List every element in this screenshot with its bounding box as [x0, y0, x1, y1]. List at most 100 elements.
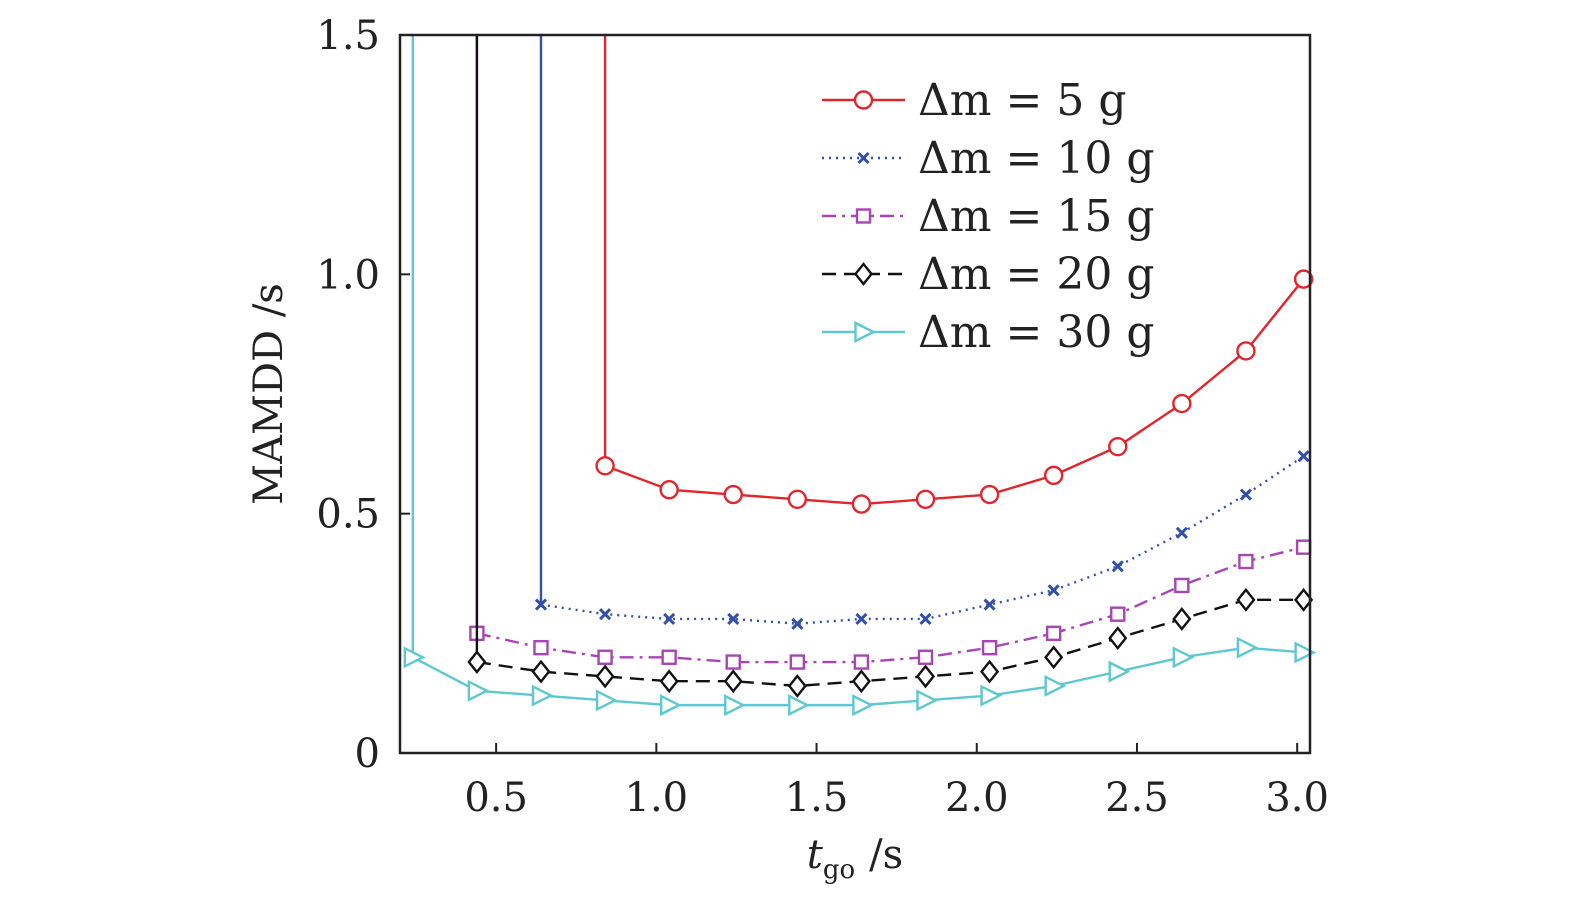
series-5-point [788, 694, 811, 717]
series-3-point [533, 639, 549, 656]
series-4-point [659, 669, 679, 694]
series-1-line [604, 278, 1305, 506]
x-axis-label-main: t [807, 832, 824, 878]
legend-label: Δm = 15 g [918, 191, 1154, 242]
x-tick-label: 3.0 [1265, 775, 1329, 821]
legend-label: Δm = 20 g [918, 249, 1154, 300]
series-5-point [724, 694, 746, 717]
series-4-point [787, 674, 807, 698]
legend-marker [854, 321, 877, 343]
x-tick-label: 1.0 [625, 775, 689, 821]
series-1-point [1236, 341, 1256, 361]
series-1-point [723, 484, 743, 505]
x-tick-label: 0.5 [464, 775, 528, 821]
y-tick-label: 1.0 [316, 252, 380, 298]
y-tick-label: 0.5 [316, 492, 380, 538]
series-5-point [595, 689, 618, 712]
legend-entry-2: Δm = 10 g [822, 133, 1154, 184]
legend-entry-1: Δm = 5 g [822, 75, 1126, 126]
series-1-point [915, 489, 936, 510]
series-3-point [981, 639, 998, 656]
series-2-line [540, 455, 1305, 625]
y-tick-label: 0 [355, 731, 380, 777]
series-1-point [1108, 436, 1128, 457]
legend-entry-3: Δm = 15 g [822, 191, 1154, 242]
series-2-point [1175, 526, 1188, 539]
series-4-point [1044, 645, 1064, 670]
series-2-point [1047, 584, 1060, 597]
series-4-point [1236, 587, 1256, 612]
ticks-layer: 0.5 1.0 1.5 2.0 2.5 3.0 0 0.5 1.0 1.5 [316, 13, 1329, 821]
series-5-point [659, 694, 682, 717]
legend-marker [855, 208, 872, 224]
series-5-point [1236, 636, 1259, 659]
series-4-point [980, 659, 1000, 684]
series-2-point [1297, 450, 1310, 463]
series-4 [467, 35, 1314, 698]
series-5-point [403, 646, 426, 669]
series-5-point [531, 684, 554, 707]
legend-label: Δm = 5 g [918, 75, 1126, 126]
series-1-point [1043, 465, 1064, 486]
series-2-point [855, 612, 868, 626]
series-5-point [916, 689, 939, 712]
series-4-point [723, 669, 743, 694]
series-2 [534, 35, 1310, 630]
series-3-point [597, 649, 613, 665]
x-tick-label: 2.5 [1105, 775, 1169, 821]
series-1-point [851, 494, 872, 514]
series-1-point [979, 484, 1000, 505]
series-5-point [1172, 646, 1195, 669]
x-tick-label: 2.0 [945, 775, 1009, 821]
y-tick-label: 1.5 [316, 13, 380, 59]
series-3-point [917, 649, 934, 665]
legend-marker [853, 262, 874, 286]
series-2-point [791, 617, 804, 630]
series-2-point [599, 608, 612, 621]
legend-label: Δm = 10 g [918, 133, 1154, 184]
y-axis-label: MAMDD /s [246, 283, 292, 505]
series-2-point [727, 612, 740, 626]
legend-entry-5: Δm = 30 g [822, 307, 1154, 358]
series-3-point [1045, 625, 1062, 642]
x-tick-label: 1.5 [785, 775, 849, 821]
series-4-point [467, 650, 487, 674]
series-3-point [1238, 553, 1254, 570]
series-3-line [476, 546, 1304, 664]
series-1-point [1293, 269, 1314, 289]
series-4-point [531, 659, 551, 684]
series-4-point [1172, 607, 1192, 631]
legend-marker [853, 90, 874, 110]
series-2-point [663, 612, 676, 626]
series-3-point [1174, 577, 1190, 594]
series-1 [595, 35, 1314, 514]
series-3-point [789, 654, 806, 670]
series-2-point [1239, 488, 1252, 501]
plot-frame [398, 33, 1312, 755]
legend: Δm = 5 g Δm = 10 g Δm = 15 g Δm = 20 g Δm = … [822, 75, 1154, 358]
series-2-point [1111, 560, 1124, 573]
series-3-point [853, 654, 870, 670]
x-axis-label-sub: go [823, 855, 855, 885]
series-5-point [852, 694, 875, 717]
x-axis-label-unit: /s [869, 832, 903, 878]
series-5-point [1044, 675, 1067, 697]
series-4-line [476, 598, 1304, 688]
series-layer [403, 35, 1317, 717]
series-2-point [983, 598, 996, 611]
series-1-point [595, 456, 615, 476]
series-3-point [661, 649, 677, 665]
series-4-point [595, 664, 615, 689]
series-3-point [725, 654, 741, 670]
series-3 [469, 35, 1312, 670]
series-2-point [534, 598, 548, 611]
legend-marker [857, 151, 870, 165]
legend-entry-4: Δm = 20 g [822, 249, 1154, 300]
series-4-point [1108, 626, 1128, 651]
series-1-point [787, 489, 808, 510]
series-1-point [1172, 393, 1192, 414]
series-3-point [1295, 539, 1312, 555]
series-5 [403, 35, 1317, 717]
series-5-point [980, 684, 1003, 707]
